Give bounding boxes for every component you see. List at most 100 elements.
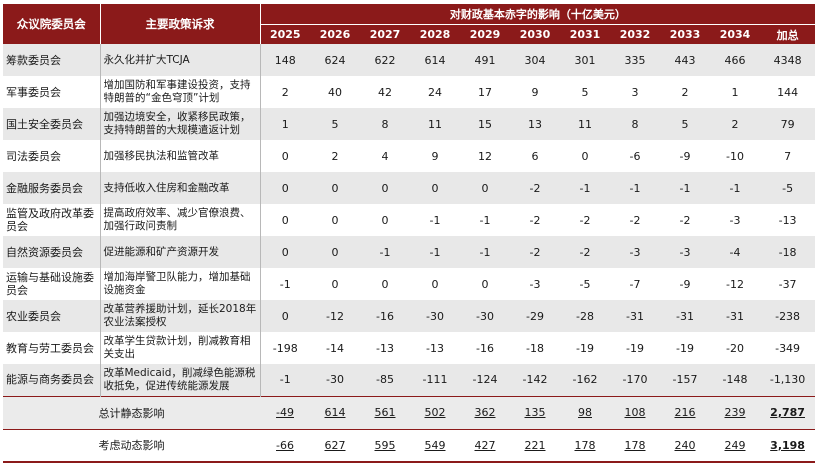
- total-value-cell: 362: [460, 395, 510, 429]
- value-cell: -170: [610, 364, 660, 396]
- policy-cell: 改革营养援助计划，延长2018年农业法案授权: [100, 300, 261, 332]
- total-value-cell: 2,787: [760, 395, 816, 429]
- value-cell: -111: [410, 364, 460, 396]
- value-cell: -2: [510, 204, 560, 236]
- value-cell: 0: [410, 172, 460, 204]
- table-row: 司法委员会 加强移民执法和监管改革 0 2 4 9 12 6 0 -6 -9 -10 7: [3, 140, 816, 172]
- policy-cell: 永久化并扩大TCJA: [100, 44, 261, 76]
- value-cell: 466: [710, 44, 760, 76]
- value-cell: -3: [660, 236, 710, 268]
- committee-cell: 自然资源委员会: [3, 236, 101, 268]
- value-cell: 304: [510, 44, 560, 76]
- total-value-cell: 98: [560, 395, 610, 429]
- value-cell: -31: [710, 300, 760, 332]
- value-cell: -1: [460, 204, 510, 236]
- committee-cell: 司法委员会: [3, 140, 101, 172]
- value-cell: 0: [310, 172, 360, 204]
- value-cell: -157: [660, 364, 710, 396]
- total-value-cell: 108: [610, 395, 660, 429]
- total-value-cell: 427: [460, 428, 510, 463]
- value-cell: 0: [360, 268, 410, 300]
- value-cell: -31: [610, 300, 660, 332]
- value-cell: 148: [260, 44, 310, 76]
- table-row: 筹款委员会 永久化并扩大TCJA 148 624 622 614 491 304 301 335 4…: [3, 44, 816, 76]
- value-cell: -6: [610, 140, 660, 172]
- value-cell: -142: [510, 364, 560, 396]
- value-cell: 1: [710, 76, 760, 108]
- total-value-cell: 614: [310, 395, 360, 429]
- value-cell: -13: [410, 332, 460, 364]
- value-cell: -31: [660, 300, 710, 332]
- value-cell: -1: [610, 172, 660, 204]
- total-value-cell: 549: [410, 428, 460, 463]
- value-cell: -4: [710, 236, 760, 268]
- header-year: 2034: [710, 24, 760, 44]
- value-cell: -2: [560, 236, 610, 268]
- total-value-cell: 249: [710, 428, 760, 463]
- value-cell: 0: [260, 140, 310, 172]
- value-cell: -20: [710, 332, 760, 364]
- total-value-cell: 240: [660, 428, 710, 463]
- committee-cell: 国土安全委员会: [3, 108, 101, 140]
- total-label: 考虑动态影响: [3, 428, 260, 463]
- value-cell: -2: [510, 236, 560, 268]
- total-value-cell: 135: [510, 395, 560, 429]
- value-cell: -18: [760, 236, 816, 268]
- value-cell: 17: [460, 76, 510, 108]
- value-cell: 301: [560, 44, 610, 76]
- value-cell: -18: [510, 332, 560, 364]
- value-cell: -13: [360, 332, 410, 364]
- value-cell: 0: [560, 140, 610, 172]
- header-committee: 众议院委员会: [3, 4, 101, 44]
- value-cell: 40: [310, 76, 360, 108]
- table-row: 监管及政府改革委员会 提高政府效率、减少官僚浪费、加强行政问责制 0 0 0 -1 -1 -2…: [3, 204, 816, 236]
- value-cell: 8: [360, 108, 410, 140]
- value-cell: -14: [310, 332, 360, 364]
- committee-cell: 能源与商务委员会: [3, 364, 101, 396]
- value-cell: 0: [260, 172, 310, 204]
- header-year: 2028: [410, 24, 460, 44]
- value-cell: 0: [360, 172, 410, 204]
- policy-cell: 增加国防和军事建设投资，支持特朗普的“金色穹顶”计划: [100, 76, 261, 108]
- policy-cell: 改革Medicaid，削减绿色能源税收抵免，促进传统能源发展: [100, 364, 261, 396]
- policy-cell: 提高政府效率、减少官僚浪费、加强行政问责制: [100, 204, 261, 236]
- value-cell: 5: [310, 108, 360, 140]
- table-body: 筹款委员会 永久化并扩大TCJA 148 624 622 614 491 304 301 335 4…: [3, 44, 816, 463]
- header-year: 2026: [310, 24, 360, 44]
- table-row: 能源与商务委员会 改革Medicaid，削减绿色能源税收抵免，促进传统能源发展 -1…: [3, 364, 816, 396]
- value-cell: 11: [410, 108, 460, 140]
- value-cell: -2: [560, 204, 610, 236]
- header-year: 2033: [660, 24, 710, 44]
- committee-cell: 农业委员会: [3, 300, 101, 332]
- total-static-row: 总计静态影响 -49 614 561 502 362 135 98 108 216 239 2,787: [3, 395, 816, 429]
- committee-cell: 军事委员会: [3, 76, 101, 108]
- value-cell: -1: [260, 364, 310, 396]
- policy-cell: 加强边境安全，收紧移民政策，支持特朗普的大规模遣返计划: [100, 108, 261, 140]
- header-year: 2030: [510, 24, 560, 44]
- deficit-impact-table: 众议院委员会 主要政策诉求 对财政基本赤字的影响（十亿美元） 2025 2026 2…: [3, 4, 816, 463]
- value-cell: 622: [360, 44, 410, 76]
- value-cell: -1: [360, 236, 410, 268]
- value-cell: 614: [410, 44, 460, 76]
- value-cell: -1: [710, 172, 760, 204]
- value-cell: -1: [410, 236, 460, 268]
- value-cell: -238: [760, 300, 816, 332]
- header-year: 2029: [460, 24, 510, 44]
- value-cell: -2: [510, 172, 560, 204]
- value-cell: 79: [760, 108, 816, 140]
- value-cell: 0: [360, 204, 410, 236]
- value-cell: -7: [610, 268, 660, 300]
- value-cell: -1: [410, 204, 460, 236]
- value-cell: 15: [460, 108, 510, 140]
- total-dynamic-row: 考虑动态影响 -66 627 595 549 427 221 178 178 240 249 3,19…: [3, 428, 816, 463]
- table-row: 金融服务委员会 支持低收入住房和金融改革 0 0 0 0 0 -2 -1 -1 -1 -1 -5: [3, 172, 816, 204]
- policy-cell: 加强移民执法和监管改革: [100, 140, 261, 172]
- value-cell: -37: [760, 268, 816, 300]
- total-value-cell: -66: [260, 428, 310, 463]
- value-cell: 24: [410, 76, 460, 108]
- value-cell: -2: [610, 204, 660, 236]
- value-cell: 624: [310, 44, 360, 76]
- value-cell: 13: [510, 108, 560, 140]
- value-cell: -3: [710, 204, 760, 236]
- value-cell: 5: [560, 76, 610, 108]
